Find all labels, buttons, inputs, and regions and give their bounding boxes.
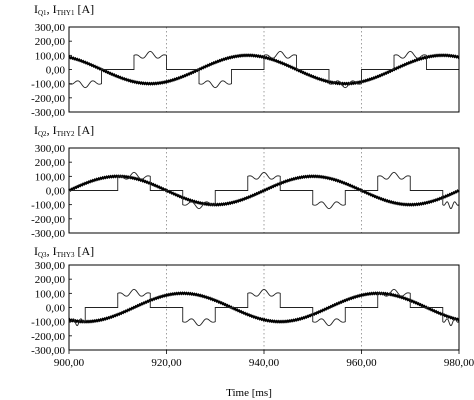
y-tick-label: 0,00: [46, 186, 66, 198]
x-axis-label: Time [ms]: [226, 387, 272, 399]
panel-2: IQ2, ITHY2 [A] 300,00 200,00 100,00 0,00 -10…: [31, 123, 460, 240]
y-tick-label: 200,00: [35, 36, 66, 48]
series-step-trace: [69, 171, 460, 210]
y-tick-label: 300,00: [35, 22, 66, 34]
y-tick-label: 200,00: [35, 157, 66, 169]
y-tick-label: -200,00: [31, 93, 65, 105]
y-tick-label: 300,00: [35, 143, 66, 155]
y-tick-label: 300,00: [35, 260, 66, 272]
x-tick-label: 980,00: [444, 357, 474, 369]
y-tick-label: 100,00: [35, 288, 66, 300]
y-tick-label: 0,00: [46, 303, 66, 315]
panel-3-ylabel: IQ3, ITHY3 [A]: [34, 244, 94, 259]
x-tick-label: 920,00: [151, 357, 182, 369]
series-step-trace: [68, 288, 460, 327]
y-tick-label: 100,00: [35, 171, 66, 183]
panel-1-ylabel: IQ1, ITHY1 [A]: [34, 2, 94, 17]
y-tick-label: 0,00: [46, 65, 66, 77]
series-sine-trace: [68, 174, 460, 207]
y-tick-label: 200,00: [35, 274, 66, 286]
y-tick-label: -100,00: [31, 317, 65, 329]
x-tick-label: 960,00: [346, 357, 377, 369]
panel-3: IQ3, ITHY3 [A] 300,00 200,00 100,00 0,00 -10…: [31, 244, 474, 369]
y-tick-label: -300,00: [31, 345, 65, 357]
y-tick-label: -100,00: [31, 79, 65, 91]
plot-frame: [68, 147, 460, 234]
y-tick-label: -200,00: [31, 214, 65, 226]
series-sine-trace: [68, 291, 460, 324]
y-tick-label: -200,00: [31, 331, 65, 343]
y-tick-label: 100,00: [35, 50, 66, 62]
series-step-trace: [68, 50, 459, 89]
panel-1: IQ1, ITHY1 [A] 300,00 200,00 100,00 0,00 -10…: [31, 2, 460, 119]
y-tick-label: -300,00: [31, 228, 65, 240]
panel-2-ylabel: IQ2, ITHY2 [A]: [34, 123, 94, 138]
plot-frame: [68, 26, 460, 113]
y-tick-label: -100,00: [31, 200, 65, 212]
x-tick-label: 940,00: [249, 357, 280, 369]
x-tick-label: 900,00: [54, 357, 85, 369]
y-tick-label: -300,00: [31, 107, 65, 119]
